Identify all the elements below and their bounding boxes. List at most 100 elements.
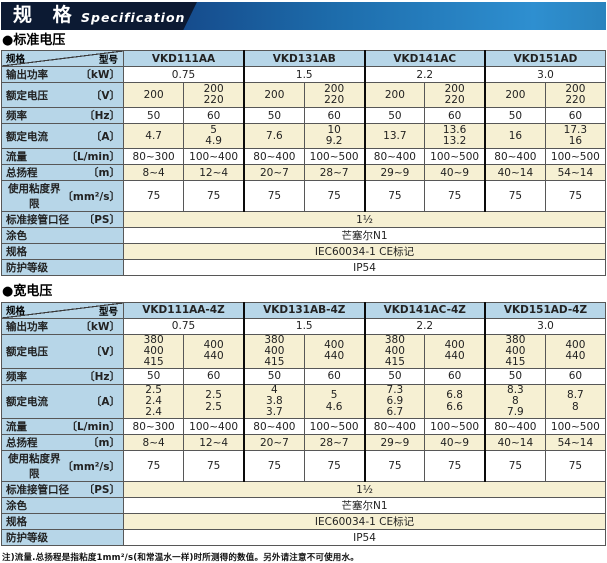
row-unit-label: 〔Hz〕 — [84, 370, 120, 383]
corner-header: 型号 规格 — [1, 50, 124, 68]
corner-header: 型号 规格 — [1, 301, 124, 319]
row-label-inner: 使用粘度界限 〔mm²/s〕 — [3, 452, 123, 481]
spec-value-cell: 100~500 — [303, 148, 366, 166]
row-unit-label: 〔V〕 — [90, 89, 120, 102]
row-label: 频率 〔Hz〕 — [1, 367, 124, 385]
spec-value-cell: 50 — [483, 367, 546, 385]
spec-value-cell: 75 — [122, 450, 185, 483]
row-unit-label: 〔kW〕 — [80, 320, 120, 333]
spec-value-cell: 12~4 — [183, 164, 245, 182]
row-label-inner: 标准接管口径 〔PS〕 — [3, 213, 123, 227]
model-header: VKD141AC — [363, 50, 486, 68]
row-label: 流量 〔L/min〕 — [1, 418, 124, 436]
spec-value-cell: 芒塞尔N1 — [123, 497, 606, 515]
spec-value-cell: 80~400 — [363, 148, 426, 166]
row-label-text: 频率 — [6, 110, 27, 123]
row-label-inner: 额定电压 〔V〕 — [3, 88, 123, 103]
section-heading-wide-voltage: ●宽电压 — [2, 284, 53, 300]
row-label-text: 流量 — [6, 421, 27, 434]
spec-value-cell: 60 — [424, 367, 486, 385]
spec-value-cell: 7.3 6.9 6.7 — [363, 383, 426, 420]
row-label-inner: 流量 〔L/min〕 — [3, 420, 123, 434]
row-label-inner: 规格 — [3, 245, 123, 259]
spec-value-cell: 80~400 — [242, 418, 305, 436]
row-label: 标准接管口径 〔PS〕 — [1, 481, 124, 499]
spec-value-cell: 2.2 — [363, 66, 486, 84]
spec-value-cell: 75 — [242, 180, 305, 213]
row-unit-label: 〔mm²/s〕 — [62, 460, 120, 473]
row-label-inner: 防护等级 — [3, 531, 123, 545]
spec-value-cell: 400 440 — [544, 333, 607, 369]
spec-value-cell: 40~9 — [424, 164, 486, 182]
spec-value-cell: 100~500 — [424, 418, 486, 436]
row-label-inner: 总扬程 〔m〕 — [3, 166, 123, 180]
spec-value-cell: 75 — [363, 450, 426, 483]
spec-value-cell: 2.5 2.5 — [183, 383, 245, 420]
spec-value-cell: 13.7 — [363, 123, 426, 150]
spec-value-cell: 75 — [544, 180, 607, 213]
spec-value-cell: 60 — [544, 107, 607, 125]
row-label-inner: 使用粘度界限 〔mm²/s〕 — [3, 182, 123, 211]
spec-value-cell: 200 — [363, 82, 426, 109]
spec-value-cell: 60 — [183, 107, 245, 125]
section-heading-standard-voltage: ●标准电压 — [2, 33, 66, 48]
spec-value-cell: 100~500 — [544, 418, 607, 436]
row-label: 额定电压 〔V〕 — [1, 333, 124, 369]
row-unit-label: 〔PS〕 — [83, 484, 120, 497]
model-header: VKD151AD-4Z — [484, 301, 606, 319]
spec-value-cell: 40~9 — [424, 434, 486, 452]
spec-value-cell: 17.3 16 — [544, 123, 607, 150]
spec-value-cell: 75 — [363, 180, 426, 213]
spec-value-cell: 3.0 — [484, 66, 606, 84]
row-label-text: 额定电流 — [6, 396, 48, 409]
row-label-text: 使用粘度界限 — [7, 183, 61, 211]
spec-value-cell: 10 9.2 — [303, 123, 366, 150]
row-label: 标准接管口径 〔PS〕 — [1, 211, 124, 229]
spec-value-cell: 80~400 — [242, 148, 305, 166]
spec-value-cell: 5 4.9 — [183, 123, 245, 150]
row-label: 防护等级 — [1, 259, 124, 277]
row-unit-label: 〔m〕 — [88, 167, 120, 180]
row-label-text: 标准接管口径 — [6, 214, 69, 227]
corner-label-model: 型号 — [98, 306, 118, 318]
corner-label-spec: 规格 — [6, 54, 26, 66]
spec-value-cell: 60 — [303, 367, 366, 385]
spec-value-cell: 100~500 — [424, 148, 486, 166]
row-label: 额定电压 〔V〕 — [1, 82, 124, 109]
standard-voltage-table: 型号 规格 VKD111AA VKD131AB VKD141AC VKD151AD 输出功率… — [1, 50, 607, 277]
spec-value-cell: 60 — [303, 107, 366, 125]
spec-value-cell: 200 — [483, 82, 546, 109]
spec-value-cell: 50 — [242, 367, 305, 385]
spec-value-cell: 380 400 415 — [483, 333, 546, 369]
spec-value-cell: 20~7 — [242, 434, 305, 452]
row-label: 使用粘度界限 〔mm²/s〕 — [1, 450, 124, 483]
row-label-inner: 额定电流 〔A〕 — [3, 129, 123, 144]
spec-value-cell: 80~400 — [483, 418, 546, 436]
row-label-text: 流量 — [6, 151, 27, 164]
spec-value-cell: 60 — [544, 367, 607, 385]
spec-value-cell: 29~9 — [363, 434, 426, 452]
row-label-inner: 规格 — [3, 515, 123, 529]
row-label-text: 输出功率 — [6, 69, 48, 82]
spec-value-cell: 50 — [363, 107, 426, 125]
spec-value-cell: 75 — [122, 180, 185, 213]
spec-value-cell: 12~4 — [183, 434, 245, 452]
spec-value-cell: 100~400 — [183, 418, 245, 436]
spec-value-cell: IEC60034-1 CE标记 — [123, 513, 606, 531]
spec-value-cell: 200 220 — [424, 82, 486, 109]
row-label-inner: 额定电流 〔A〕 — [3, 394, 123, 409]
row-unit-label: 〔A〕 — [90, 396, 120, 409]
spec-value-cell: 1¹⁄₂ — [123, 481, 606, 499]
spec-value-cell: 8.3 8 7.9 — [483, 383, 546, 420]
model-header: VKD131AB — [243, 50, 365, 68]
spec-value-cell: 100~500 — [303, 418, 366, 436]
row-label: 规格 — [1, 513, 124, 531]
model-header: VKD131AB-4Z — [243, 301, 365, 319]
spec-value-cell: 80~300 — [122, 418, 185, 436]
spec-value-cell: 200 — [242, 82, 305, 109]
row-label: 总扬程 〔m〕 — [1, 434, 124, 452]
row-label-text: 涂色 — [6, 500, 27, 513]
row-label-inner: 涂色 — [3, 229, 123, 243]
row-label: 防护等级 — [1, 529, 124, 547]
